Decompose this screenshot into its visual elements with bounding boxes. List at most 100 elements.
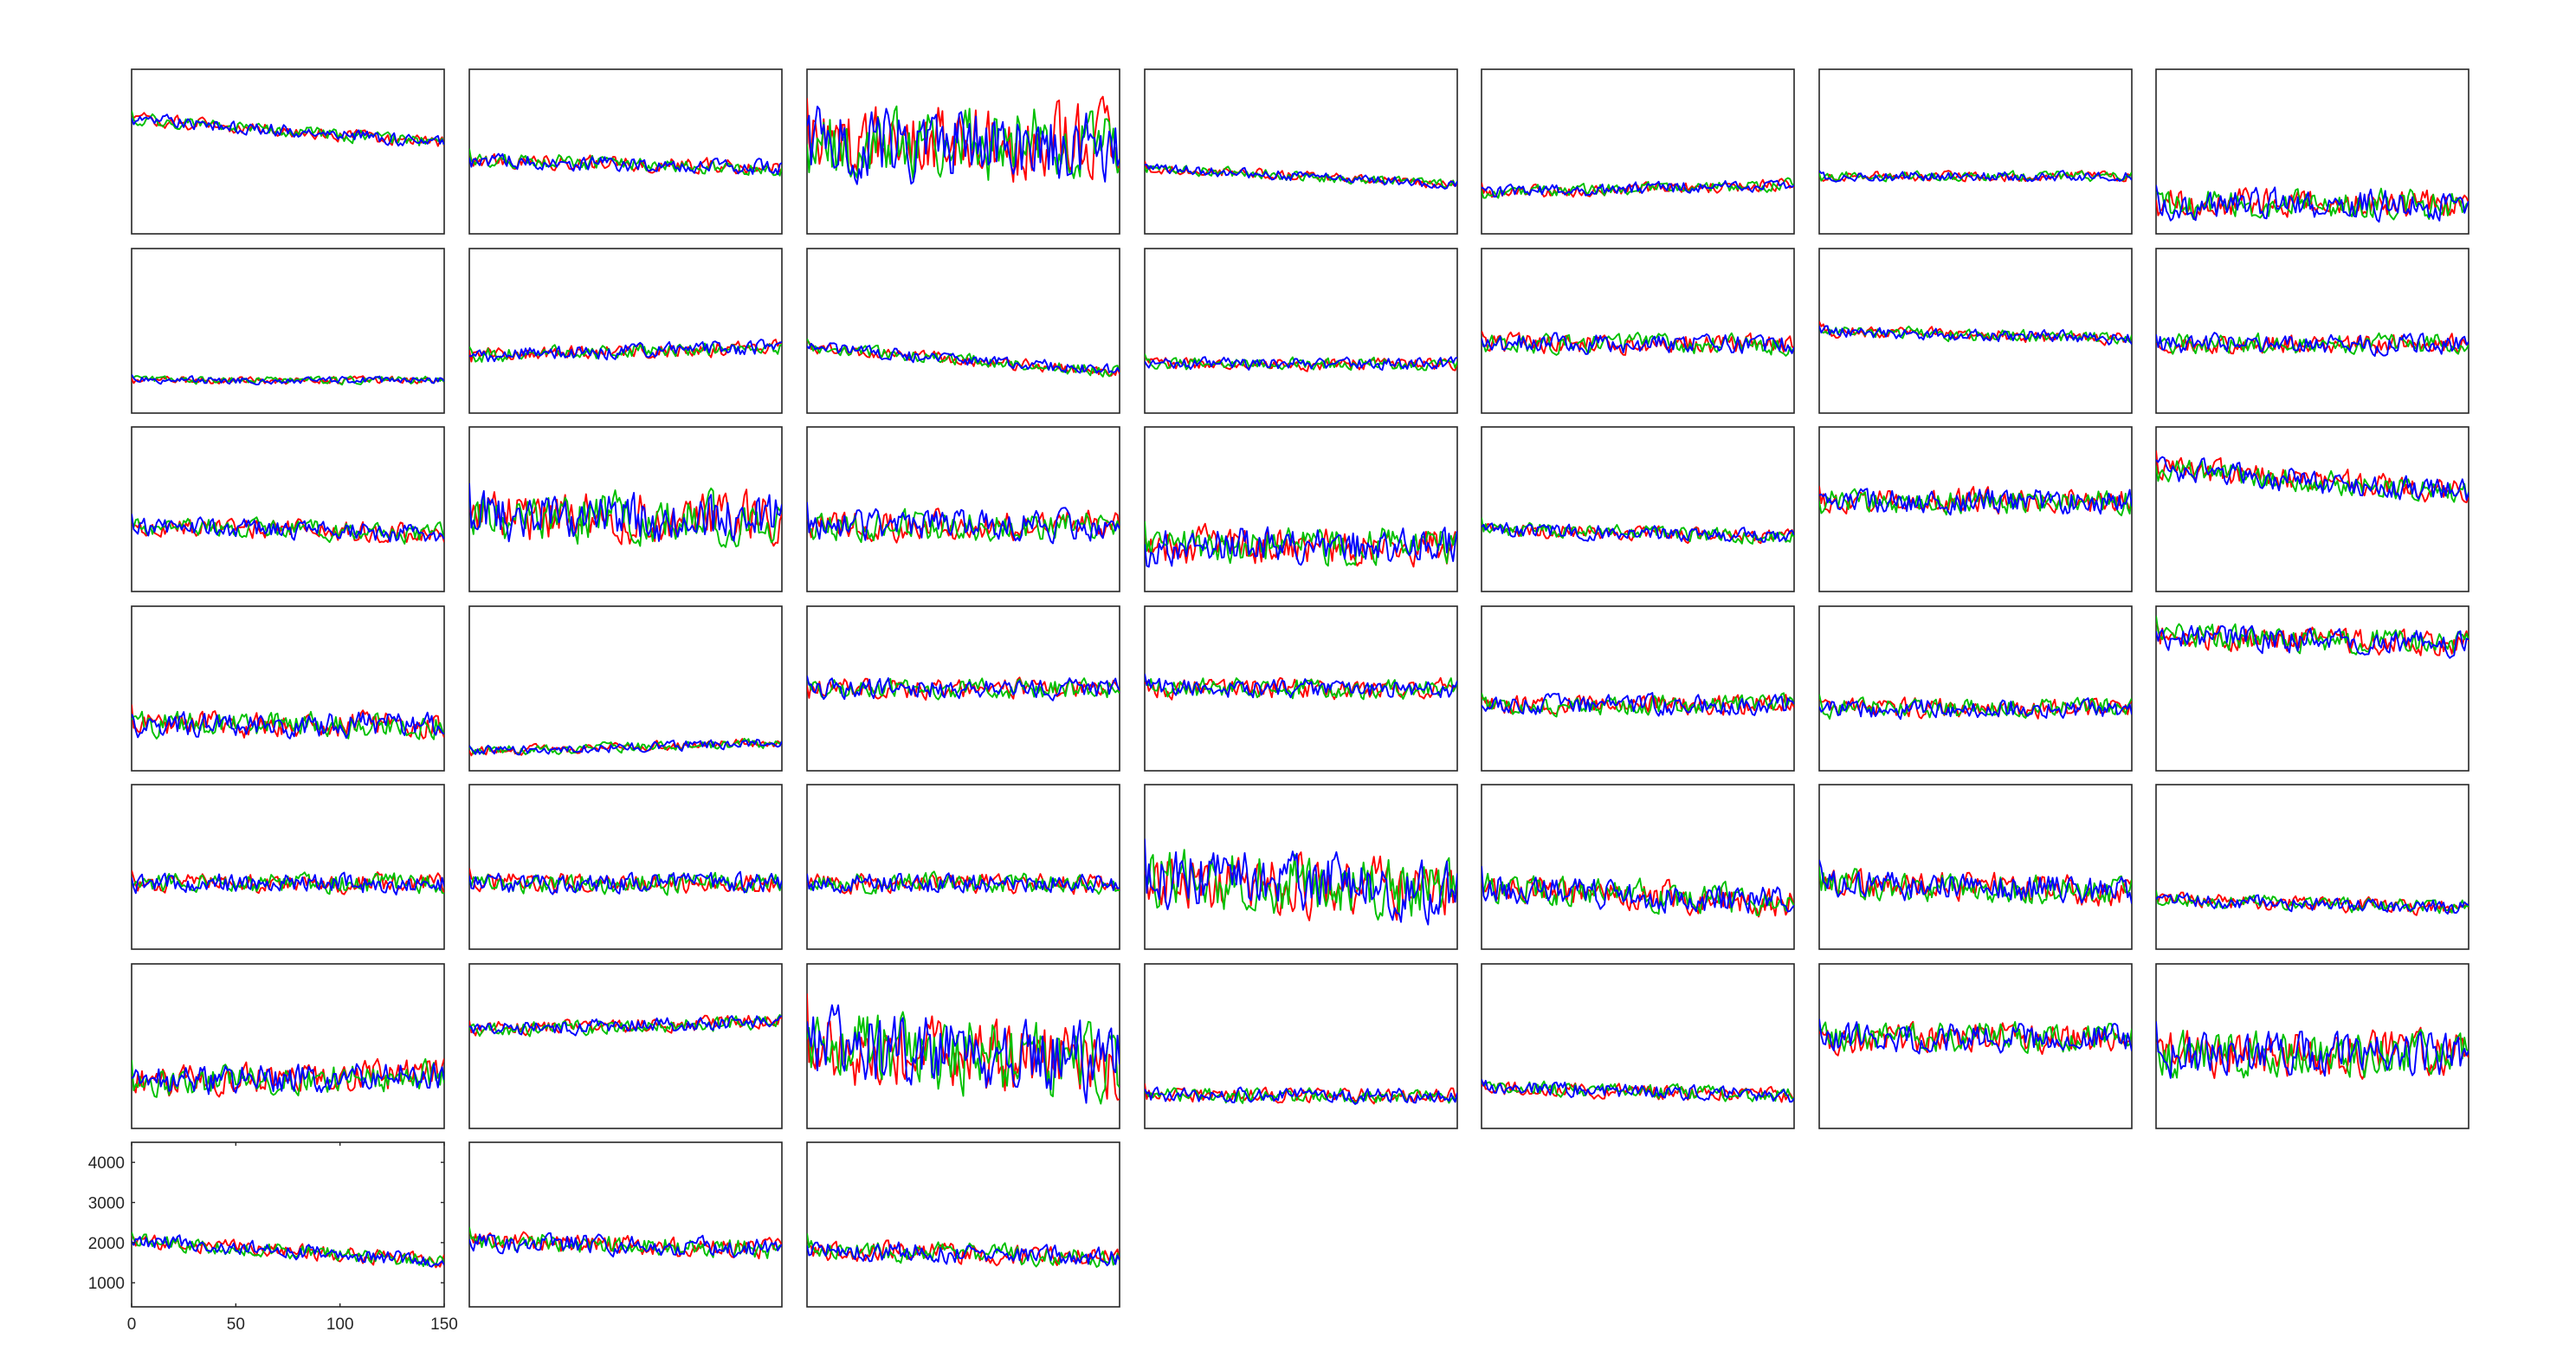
panel-frame xyxy=(131,1141,445,1308)
series-blue-line xyxy=(2156,332,2469,358)
series-red-line xyxy=(132,112,444,147)
x-tick-label: 50 xyxy=(227,1316,245,1334)
panel-frame xyxy=(1818,426,2133,592)
series-blue-line xyxy=(469,152,782,176)
panel-frame xyxy=(1818,605,2133,772)
panel-frame xyxy=(131,248,445,414)
panel-39 xyxy=(1144,963,1458,1129)
series-blue-line xyxy=(1482,179,1794,198)
series-blue-line xyxy=(469,739,782,756)
series-green-line xyxy=(132,710,444,740)
panel-19 xyxy=(1481,426,1795,592)
series-blue-line xyxy=(1145,526,1457,568)
panel-34 xyxy=(1818,784,2133,950)
panel-frame xyxy=(2155,784,2469,950)
panel-25 xyxy=(1144,605,1458,772)
series-green-line xyxy=(1819,170,2132,183)
panel-frame xyxy=(468,605,783,772)
panel-35 xyxy=(2155,784,2469,950)
series-blue-line xyxy=(1482,332,1794,355)
series-green-line xyxy=(807,507,1120,543)
y-tick-label: 1000 xyxy=(88,1275,125,1293)
y-tick-label: 4000 xyxy=(88,1154,125,1173)
panel-36 xyxy=(131,963,445,1129)
series-blue-line xyxy=(469,482,782,543)
panel-frame xyxy=(2155,248,2469,414)
panel-30 xyxy=(468,784,783,950)
series-red-line xyxy=(2156,187,2469,221)
series-green-line xyxy=(1482,517,1794,545)
panel-12 xyxy=(1481,248,1795,414)
panel-33 xyxy=(1481,784,1795,950)
panel-5 xyxy=(1481,68,1795,235)
series-red-line xyxy=(1819,170,2132,183)
panel-1 xyxy=(131,68,445,235)
panel-frame xyxy=(1144,68,1458,235)
series-blue-line xyxy=(1145,163,1457,190)
series-green-line xyxy=(469,1013,782,1038)
x-tick-label: 100 xyxy=(326,1316,354,1334)
series-blue-line xyxy=(132,711,444,740)
panel-4 xyxy=(1144,68,1458,235)
series-blue-line xyxy=(807,1241,1120,1267)
series-green-line xyxy=(807,870,1120,895)
series-green-line xyxy=(469,1226,782,1259)
series-blue-line xyxy=(2156,456,2469,501)
series-red-line xyxy=(132,1057,444,1098)
series-green-line xyxy=(1482,692,1794,718)
panel-6 xyxy=(1818,68,2133,235)
panel-8 xyxy=(131,248,445,414)
panel-9 xyxy=(468,248,783,414)
series-green-line xyxy=(2156,187,2469,221)
series-green-line xyxy=(807,1011,1120,1105)
panel-28 xyxy=(2155,605,2469,772)
panel-frame xyxy=(806,1141,1120,1308)
panel-43: 0 50 100 150 1000 2000 3000 4000 xyxy=(88,1141,458,1334)
panel-18 xyxy=(1144,426,1458,592)
panel-22 xyxy=(131,605,445,772)
panel-frame xyxy=(1481,963,1795,1129)
panel-frame xyxy=(1481,426,1795,592)
panel-frame xyxy=(806,248,1120,414)
series-green-line xyxy=(807,677,1120,701)
panel-37 xyxy=(468,963,783,1129)
series-red-line xyxy=(2156,622,2469,656)
series-blue-line xyxy=(2156,184,2469,223)
panel-29 xyxy=(131,784,445,950)
panel-frame xyxy=(1481,248,1795,414)
panel-frame xyxy=(2155,605,2469,772)
panel-frame xyxy=(1144,784,1458,950)
series-green-line xyxy=(132,1057,444,1098)
panel-frame xyxy=(468,784,783,950)
series-green-line xyxy=(1819,488,2132,517)
panel-15 xyxy=(131,426,445,592)
panel-frame xyxy=(468,68,783,235)
series-blue-line xyxy=(1819,1018,2132,1055)
series-blue-line xyxy=(132,374,444,386)
series-green-line xyxy=(132,375,444,386)
series-green-line xyxy=(132,1231,444,1268)
series-green-line xyxy=(132,871,444,895)
series-blue-line xyxy=(132,1234,444,1268)
series-red-line xyxy=(2156,1026,2469,1080)
panel-42 xyxy=(2155,963,2469,1129)
series-blue-line xyxy=(807,342,1120,374)
series-green-line xyxy=(1145,677,1457,701)
panel-13 xyxy=(1818,248,2133,414)
panel-frame xyxy=(131,426,445,592)
panel-frame xyxy=(1818,68,2133,235)
panel-frame xyxy=(131,784,445,950)
panel-32 xyxy=(1144,784,1458,950)
series-blue-line xyxy=(2156,624,2469,659)
panel-40 xyxy=(1481,963,1795,1129)
panel-38 xyxy=(806,963,1120,1129)
series-green-line xyxy=(1482,872,1794,916)
series-blue-line xyxy=(1482,1079,1794,1103)
series-blue-line xyxy=(469,870,782,895)
panel-frame xyxy=(1144,248,1458,414)
panel-41 xyxy=(1818,963,2133,1129)
series-blue-line xyxy=(1482,866,1794,914)
series-red-line xyxy=(1145,160,1457,189)
panel-2 xyxy=(468,68,783,235)
